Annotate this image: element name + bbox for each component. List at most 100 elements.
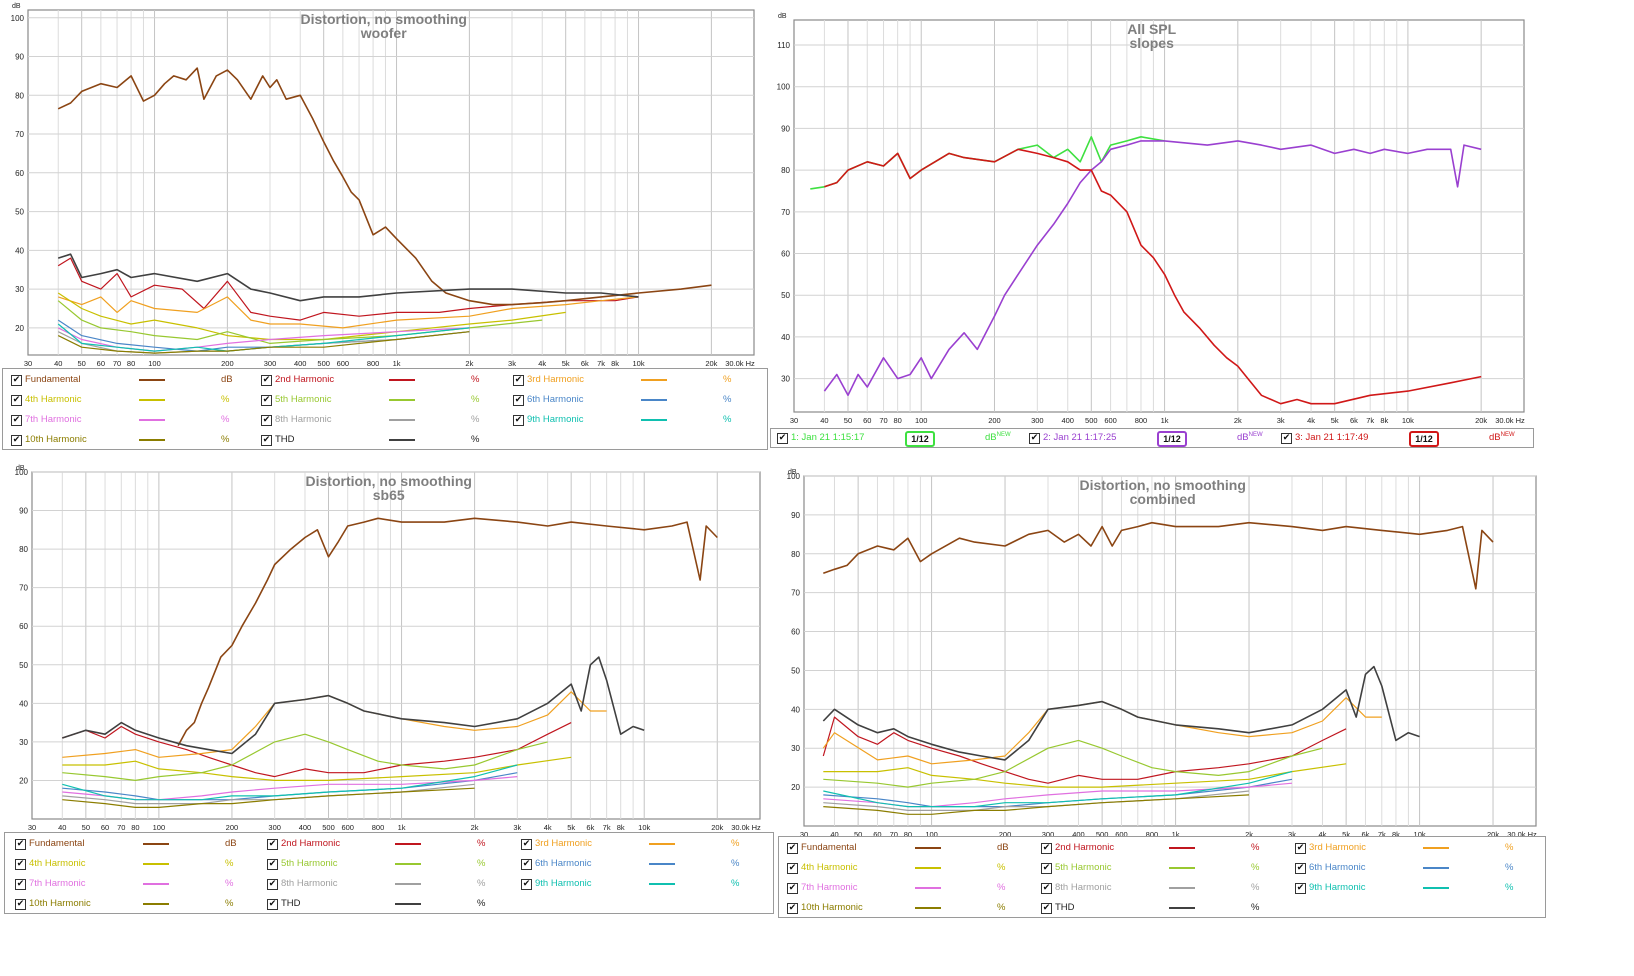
legend-item-2nd-harmonic[interactable]: ✔ 2nd Harmonic% <box>261 374 501 392</box>
legend-swatch <box>389 439 415 441</box>
legend-checkbox[interactable]: ✔ <box>15 859 26 870</box>
legend-item-7th-harmonic[interactable]: ✔ 7th Harmonic% <box>15 878 255 896</box>
legend-item-10th-harmonic[interactable]: ✔ 10th Harmonic% <box>787 902 1027 920</box>
legend-checkbox[interactable]: ✔ <box>267 839 278 850</box>
legend-checkbox[interactable]: ✔ <box>787 843 798 854</box>
series-line-3-jan-21-1-17-49 <box>824 148 1482 405</box>
legend-checkbox[interactable]: ✔ <box>267 859 278 870</box>
legend-item-9th-harmonic[interactable]: ✔ 9th Harmonic% <box>521 878 761 896</box>
legend-label: 5th Harmonic <box>1055 862 1112 873</box>
x-tick-label: 30.0k Hz <box>725 359 755 368</box>
legend-label: 7th Harmonic <box>25 414 82 425</box>
x-tick-label: 40 <box>54 359 62 368</box>
legend-item-9th-harmonic[interactable]: ✔ 9th Harmonic% <box>513 414 753 432</box>
legend-checkbox[interactable]: ✔ <box>787 903 798 914</box>
legend-swatch <box>649 883 675 885</box>
y-tick-label: 40 <box>19 699 28 708</box>
legend-item-thd[interactable]: ✔ THD% <box>1041 902 1281 920</box>
legend-item-fundamental[interactable]: ✔ Fundamental dB <box>11 374 251 392</box>
legend-item-7th-harmonic[interactable]: ✔ 7th Harmonic% <box>787 882 1027 900</box>
legend-checkbox[interactable]: ✔ <box>513 395 524 406</box>
legend-item-thd[interactable]: ✔ THD% <box>261 434 501 452</box>
y-tick-label: 40 <box>781 333 790 342</box>
legend-item-10th-harmonic[interactable]: ✔ 10th Harmonic% <box>15 898 255 916</box>
legend-checkbox[interactable]: ✔ <box>11 395 22 406</box>
legend-item-thd[interactable]: ✔ THD% <box>267 898 507 916</box>
legend-checkbox[interactable]: ✔ <box>261 415 272 426</box>
legend-item-1-jan-21-1-15-17[interactable]: ✔ 1: Jan 21 1:15:17 1/12 dBNEW <box>777 431 1022 450</box>
legend-item-6th-harmonic[interactable]: ✔ 6th Harmonic% <box>521 858 761 876</box>
x-tick-label: 6k <box>586 823 594 832</box>
legend-checkbox[interactable]: ✔ <box>521 879 532 890</box>
legend-unit: % <box>1251 842 1260 853</box>
legend-item-8th-harmonic[interactable]: ✔ 8th Harmonic% <box>1041 882 1281 900</box>
legend-item-fundamental[interactable]: ✔ Fundamental dB <box>15 838 255 856</box>
legend-item-8th-harmonic[interactable]: ✔ 8th Harmonic% <box>267 878 507 896</box>
legend-item-2-jan-21-1-17-25[interactable]: ✔ 2: Jan 21 1:17:25 1/12 dBNEW <box>1029 431 1274 450</box>
series-line-fundamental <box>177 517 718 747</box>
smoothing-badge[interactable]: 1/12 <box>905 431 935 447</box>
legend-checkbox[interactable]: ✔ <box>787 863 798 874</box>
x-tick-label: 8k <box>617 823 625 832</box>
legend-checkbox[interactable]: ✔ <box>1041 903 1052 914</box>
smoothing-badge[interactable]: 1/12 <box>1157 431 1187 447</box>
legend-checkbox[interactable]: ✔ <box>521 839 532 850</box>
legend-checkbox[interactable]: ✔ <box>513 415 524 426</box>
legend-item-5th-harmonic[interactable]: ✔ 5th Harmonic% <box>1041 862 1281 880</box>
y-tick-label: 30 <box>791 744 800 753</box>
legend-item-5th-harmonic[interactable]: ✔ 5th Harmonic% <box>267 858 507 876</box>
legend-checkbox[interactable]: ✔ <box>777 433 788 444</box>
legend-item-9th-harmonic[interactable]: ✔ 9th Harmonic% <box>1295 882 1535 900</box>
legend-item-7th-harmonic[interactable]: ✔ 7th Harmonic% <box>11 414 251 432</box>
legend-checkbox[interactable]: ✔ <box>15 879 26 890</box>
legend-checkbox[interactable]: ✔ <box>15 839 26 850</box>
legend-item-3rd-harmonic[interactable]: ✔ 3rd Harmonic% <box>521 838 761 856</box>
legend-checkbox[interactable]: ✔ <box>513 375 524 386</box>
series-group <box>810 136 1482 405</box>
legend-item-6th-harmonic[interactable]: ✔ 6th Harmonic% <box>1295 862 1535 880</box>
legend-item-2nd-harmonic[interactable]: ✔ 2nd Harmonic% <box>267 838 507 856</box>
legend-item-4th-harmonic[interactable]: ✔ 4th Harmonic% <box>15 858 255 876</box>
legend-checkbox[interactable]: ✔ <box>1295 843 1306 854</box>
legend-item-2nd-harmonic[interactable]: ✔ 2nd Harmonic% <box>1041 842 1281 860</box>
legend-checkbox[interactable]: ✔ <box>267 879 278 890</box>
legend-checkbox[interactable]: ✔ <box>261 395 272 406</box>
y-tick-label: 20 <box>791 783 800 792</box>
legend-checkbox[interactable]: ✔ <box>11 375 22 386</box>
x-tick-label: 4k <box>1307 416 1315 425</box>
legend-item-4th-harmonic[interactable]: ✔ 4th Harmonic% <box>787 862 1027 880</box>
legend-checkbox[interactable]: ✔ <box>261 375 272 386</box>
legend-item-5th-harmonic[interactable]: ✔ 5th Harmonic% <box>261 394 501 412</box>
legend-item-3rd-harmonic[interactable]: ✔ 3rd Harmonic% <box>513 374 753 392</box>
legend-checkbox[interactable]: ✔ <box>1295 883 1306 894</box>
x-tick-label: 20k <box>1475 416 1487 425</box>
legend-item-8th-harmonic[interactable]: ✔ 8th Harmonic% <box>261 414 501 432</box>
legend-checkbox[interactable]: ✔ <box>261 435 272 446</box>
legend-checkbox[interactable]: ✔ <box>1029 433 1040 444</box>
plot-frame <box>803 475 1537 827</box>
legend-checkbox[interactable]: ✔ <box>1041 883 1052 894</box>
legend-item-fundamental[interactable]: ✔ Fundamental dB <box>787 842 1027 860</box>
legend-checkbox[interactable]: ✔ <box>267 899 278 910</box>
x-tick-label: 40 <box>830 830 838 839</box>
legend-checkbox[interactable]: ✔ <box>15 899 26 910</box>
smoothing-badge[interactable]: 1/12 <box>1409 431 1439 447</box>
legend-unit: % <box>997 882 1006 893</box>
x-tick-label: 80 <box>893 416 901 425</box>
x-tick-label: 70 <box>879 416 887 425</box>
legend-checkbox[interactable]: ✔ <box>1041 843 1052 854</box>
legend-checkbox[interactable]: ✔ <box>11 415 22 426</box>
legend-label: 5th Harmonic <box>281 858 338 869</box>
legend-item-6th-harmonic[interactable]: ✔ 6th Harmonic% <box>513 394 753 412</box>
legend-checkbox[interactable]: ✔ <box>787 883 798 894</box>
legend-checkbox[interactable]: ✔ <box>1295 863 1306 874</box>
legend-item-3rd-harmonic[interactable]: ✔ 3rd Harmonic% <box>1295 842 1535 860</box>
legend-item-4th-harmonic[interactable]: ✔ 4th Harmonic% <box>11 394 251 412</box>
legend-unit: % <box>221 434 230 445</box>
legend-checkbox[interactable]: ✔ <box>1281 433 1292 444</box>
legend-item-10th-harmonic[interactable]: ✔ 10th Harmonic% <box>11 434 251 452</box>
legend-checkbox[interactable]: ✔ <box>521 859 532 870</box>
legend-item-3-jan-21-1-17-49[interactable]: ✔ 3: Jan 21 1:17:49 1/12 dBNEW <box>1281 431 1526 450</box>
legend-checkbox[interactable]: ✔ <box>11 435 22 446</box>
legend-checkbox[interactable]: ✔ <box>1041 863 1052 874</box>
